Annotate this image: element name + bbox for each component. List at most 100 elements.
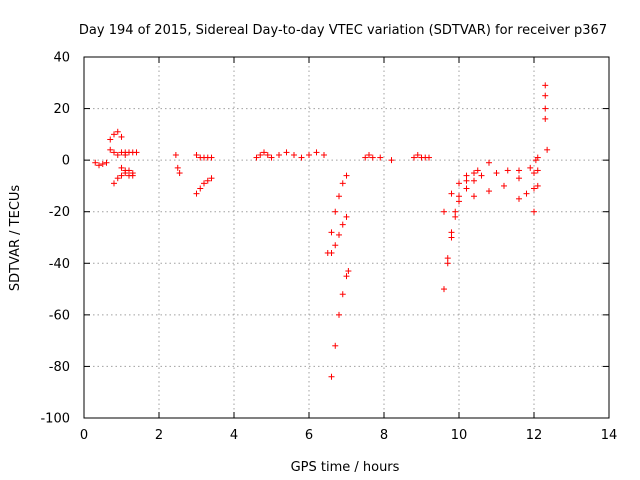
data-point	[478, 172, 485, 179]
data-point	[542, 115, 549, 122]
data-point	[264, 151, 271, 158]
x-tick-label: 0	[80, 428, 88, 443]
data-point	[328, 373, 335, 380]
data-point	[321, 151, 327, 158]
data-point	[306, 151, 312, 158]
data-point	[111, 180, 117, 187]
data-point	[257, 151, 264, 158]
y-axis-label: SDTVAR / TECUs	[8, 185, 23, 292]
data-point	[172, 151, 179, 158]
series-arc-06	[328, 213, 350, 256]
data-point	[204, 177, 211, 184]
data-point	[114, 175, 121, 182]
data-point	[471, 193, 477, 200]
x-tick-label: 2	[155, 428, 163, 443]
series-arc-08	[411, 151, 432, 161]
y-tick-label: 20	[53, 102, 70, 117]
y-tick-label: 40	[53, 51, 70, 66]
data-point	[276, 151, 282, 158]
data-point	[176, 170, 183, 177]
data-point	[114, 128, 121, 135]
y-tick-label: -20	[49, 205, 70, 220]
data-point	[118, 133, 125, 140]
series-arc-13	[531, 82, 551, 215]
data-point	[366, 151, 372, 158]
data-point	[268, 154, 275, 161]
data-point	[531, 170, 537, 177]
grid-lines	[84, 57, 609, 418]
data-point	[96, 162, 102, 169]
series-arc-03	[253, 149, 327, 161]
data-point	[118, 164, 125, 171]
series-arc-01	[172, 151, 183, 177]
data-point	[448, 190, 455, 197]
data-point	[448, 234, 455, 241]
data-point	[345, 268, 352, 275]
data-point	[426, 154, 432, 161]
data-point	[313, 149, 320, 156]
data-point	[336, 231, 342, 238]
data-point	[534, 154, 541, 161]
x-tick-labels: 0 2 4 6 8 10 12 14	[80, 428, 617, 443]
axis-ticks	[83, 56, 610, 419]
data-point	[504, 167, 511, 174]
data-point	[111, 149, 117, 156]
y-tick-labels: -100 -80 -60 -40 -20 0 20 40	[40, 51, 70, 427]
series-arc-00a	[92, 159, 110, 169]
series-arc-02b	[193, 151, 215, 161]
series-arc-12	[516, 182, 541, 202]
data-points	[92, 82, 551, 380]
data-point	[118, 172, 125, 179]
data-point	[99, 161, 106, 168]
data-point	[441, 286, 447, 293]
y-tick-label: -100	[40, 412, 70, 427]
series-arc-00f	[118, 164, 136, 177]
y-tick-label: -80	[49, 360, 70, 375]
series-arc-10	[471, 170, 537, 200]
data-point	[343, 172, 350, 179]
data-point	[542, 82, 549, 89]
y-tick-label: -60	[49, 308, 70, 323]
series-arc-09a	[441, 170, 477, 293]
data-point	[471, 170, 477, 177]
x-axis-label: GPS time / hours	[291, 460, 400, 475]
data-point	[107, 146, 114, 153]
data-point	[534, 182, 541, 189]
x-tick-label: 14	[601, 428, 618, 443]
series-arc-09c	[441, 159, 492, 215]
data-point	[486, 159, 492, 166]
data-point	[193, 151, 200, 158]
data-point	[463, 185, 470, 192]
x-tick-label: 10	[451, 428, 468, 443]
data-point	[501, 182, 507, 189]
data-point	[544, 146, 551, 153]
data-point	[474, 167, 481, 174]
data-point	[201, 180, 207, 187]
data-point	[452, 213, 459, 220]
data-point	[456, 180, 462, 187]
data-point	[336, 311, 342, 318]
data-point	[456, 198, 462, 205]
data-point	[493, 170, 500, 177]
data-point	[92, 159, 99, 166]
data-point	[377, 154, 384, 161]
data-point	[534, 167, 541, 174]
data-point	[527, 164, 534, 171]
data-point	[523, 190, 530, 197]
data-point	[332, 242, 339, 249]
data-point	[362, 154, 369, 161]
series-arc-00e	[122, 149, 140, 156]
data-point	[111, 131, 117, 138]
data-point	[332, 342, 339, 349]
data-point	[456, 193, 462, 200]
series-arc-07	[362, 151, 395, 164]
series-arc-11	[493, 164, 541, 177]
data-point	[336, 193, 342, 200]
series-arc-00b	[107, 128, 125, 143]
data-point	[114, 151, 121, 158]
data-point	[516, 175, 522, 182]
data-point	[452, 208, 459, 215]
data-point	[107, 136, 114, 143]
series-arc-09b	[444, 172, 485, 267]
data-point	[339, 221, 346, 228]
